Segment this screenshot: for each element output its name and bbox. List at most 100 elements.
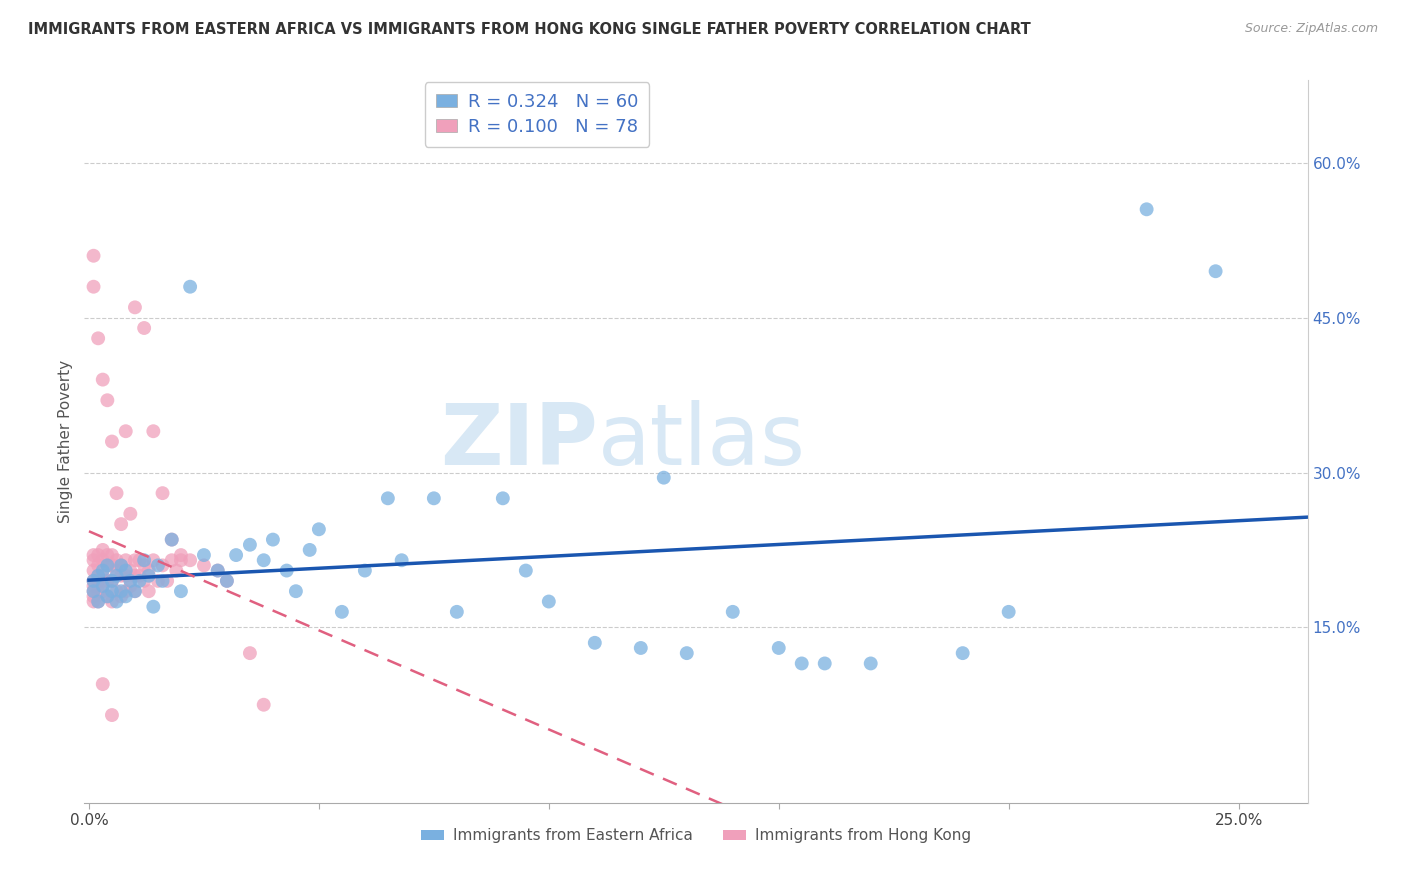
- Point: [101, 574, 124, 588]
- Point: [128, 574, 150, 588]
- Point: [193, 548, 215, 562]
- Point: [96, 548, 118, 562]
- Point: [152, 486, 174, 500]
- Point: [110, 517, 132, 532]
- Point: [134, 558, 156, 573]
- Point: [87, 584, 110, 599]
- Point: [377, 491, 399, 506]
- Point: [134, 321, 156, 335]
- Point: [87, 568, 110, 582]
- Point: [952, 646, 974, 660]
- Point: [146, 558, 169, 573]
- Point: [91, 564, 114, 578]
- Point: [997, 605, 1019, 619]
- Point: [91, 542, 114, 557]
- Point: [1205, 264, 1227, 278]
- Point: [138, 584, 160, 599]
- Point: [675, 646, 697, 660]
- Point: [83, 564, 105, 578]
- Point: [87, 568, 110, 582]
- Point: [124, 568, 146, 582]
- Point: [91, 568, 114, 582]
- Point: [101, 434, 124, 449]
- Point: [124, 584, 146, 599]
- Point: [114, 590, 136, 604]
- Point: [105, 568, 128, 582]
- Point: [87, 558, 110, 573]
- Point: [96, 393, 118, 408]
- Point: [83, 579, 105, 593]
- Point: [101, 594, 124, 608]
- Point: [142, 599, 165, 614]
- Point: [721, 605, 744, 619]
- Point: [83, 594, 105, 608]
- Point: [91, 677, 114, 691]
- Point: [114, 553, 136, 567]
- Point: [101, 574, 124, 588]
- Point: [225, 548, 247, 562]
- Point: [128, 568, 150, 582]
- Point: [87, 594, 110, 608]
- Point: [110, 558, 132, 573]
- Point: [91, 373, 114, 387]
- Point: [152, 558, 174, 573]
- Point: [101, 548, 124, 562]
- Point: [239, 538, 262, 552]
- Point: [120, 564, 142, 578]
- Point: [492, 491, 515, 506]
- Point: [142, 424, 165, 438]
- Point: [630, 640, 652, 655]
- Point: [101, 558, 124, 573]
- Point: [114, 584, 136, 599]
- Point: [91, 584, 114, 599]
- Point: [91, 579, 114, 593]
- Point: [124, 553, 146, 567]
- Point: [96, 590, 118, 604]
- Point: [101, 584, 124, 599]
- Point: [284, 584, 307, 599]
- Y-axis label: Single Father Poverty: Single Father Poverty: [58, 360, 73, 523]
- Point: [583, 636, 606, 650]
- Point: [91, 574, 114, 588]
- Point: [298, 542, 321, 557]
- Point: [110, 584, 132, 599]
- Point: [179, 279, 201, 293]
- Point: [207, 564, 229, 578]
- Point: [146, 574, 169, 588]
- Point: [83, 548, 105, 562]
- Point: [515, 564, 537, 578]
- Point: [179, 553, 201, 567]
- Point: [105, 486, 128, 500]
- Point: [253, 698, 276, 712]
- Text: atlas: atlas: [598, 400, 806, 483]
- Point: [207, 564, 229, 578]
- Point: [215, 574, 238, 588]
- Point: [262, 533, 284, 547]
- Point: [160, 533, 183, 547]
- Point: [110, 558, 132, 573]
- Point: [83, 279, 105, 293]
- Point: [120, 574, 142, 588]
- Point: [814, 657, 837, 671]
- Point: [120, 507, 142, 521]
- Point: [83, 553, 105, 567]
- Point: [308, 522, 330, 536]
- Point: [537, 594, 560, 608]
- Point: [165, 564, 187, 578]
- Point: [83, 249, 105, 263]
- Legend: Immigrants from Eastern Africa, Immigrants from Hong Kong: Immigrants from Eastern Africa, Immigran…: [415, 822, 977, 849]
- Point: [276, 564, 298, 578]
- Point: [96, 558, 118, 573]
- Point: [152, 574, 174, 588]
- Point: [83, 590, 105, 604]
- Point: [859, 657, 882, 671]
- Point: [83, 584, 105, 599]
- Point: [105, 584, 128, 599]
- Point: [120, 579, 142, 593]
- Point: [138, 568, 160, 582]
- Point: [768, 640, 790, 655]
- Point: [156, 574, 179, 588]
- Point: [114, 564, 136, 578]
- Point: [87, 548, 110, 562]
- Point: [83, 584, 105, 599]
